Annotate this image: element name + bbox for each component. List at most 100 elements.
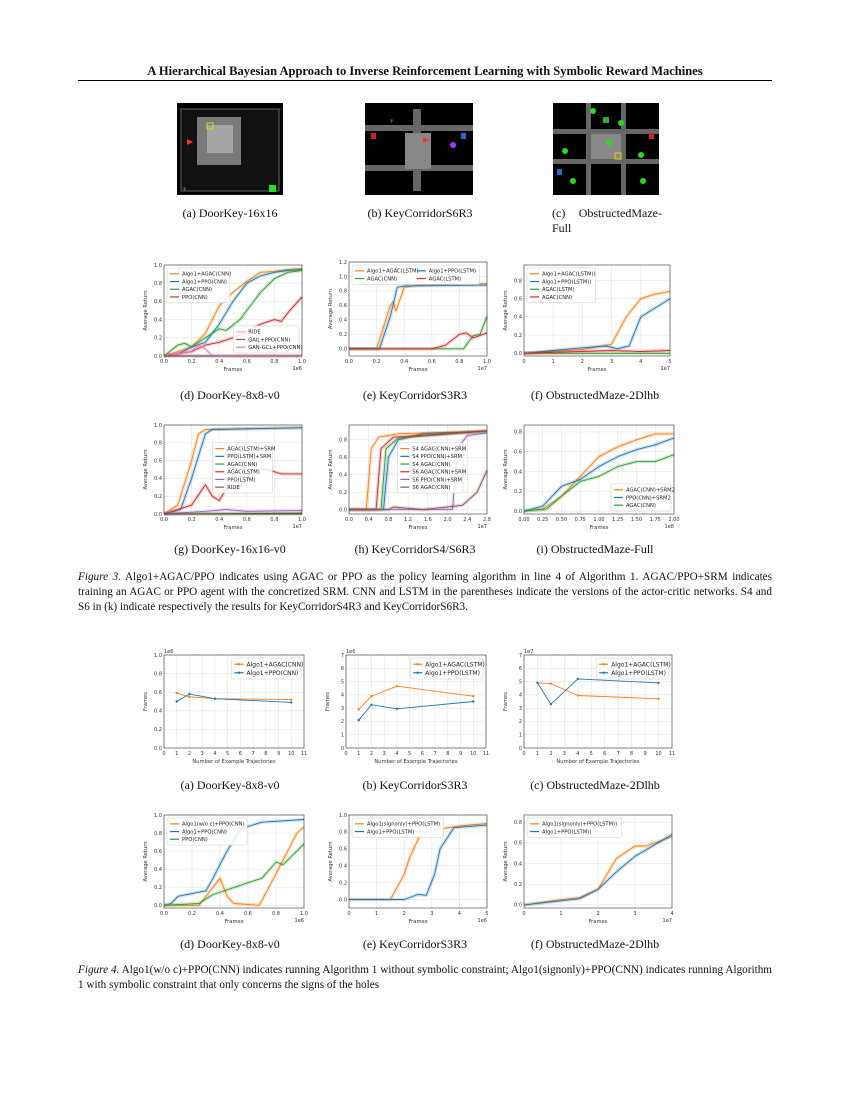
x-offset-label: 1e7 xyxy=(478,524,487,530)
x-tick-label: 1.00 xyxy=(593,517,604,523)
x-offset-label: 1e7 xyxy=(293,524,302,530)
x-tick-label: 5 xyxy=(668,359,671,365)
legend-entry: AGAC(CNN) xyxy=(542,295,572,301)
legend-entry: AGAC(LSTM) xyxy=(429,276,461,282)
y-tick-label: 0.8 xyxy=(339,830,347,836)
x-tick-label: 3 xyxy=(633,911,636,917)
x-tick-label: 4 xyxy=(395,751,398,757)
x-tick-label: 8 xyxy=(446,751,449,757)
y-tick-label: 0.4 xyxy=(339,473,347,479)
x-tick-label: 3 xyxy=(563,751,566,757)
y-tick-label: 0.8 xyxy=(339,438,347,444)
x-offset-label: 1e6 xyxy=(295,918,304,924)
y-tick-label: 0.0 xyxy=(154,512,162,518)
data-point xyxy=(290,701,293,704)
x-tick-label: 1.2 xyxy=(404,517,412,523)
x-tick-label: 0.6 xyxy=(244,911,252,917)
plot-frame xyxy=(523,424,675,515)
legend-entry: Algo1+AGAC(LSTM) xyxy=(367,269,419,275)
x-tick-label: 0.8 xyxy=(455,359,463,365)
x-tick-label: 1.50 xyxy=(631,517,642,523)
y-tick-label: 0.2 xyxy=(514,489,522,495)
figure-3-caption: Figure 3. Algo1+AGAC/PPO indicates using… xyxy=(78,570,772,615)
y-tick-label: 0.2 xyxy=(514,333,522,339)
data-point xyxy=(357,708,360,711)
y-axis-label: Average Return xyxy=(503,841,509,881)
y-tick-label: 4 xyxy=(341,693,344,699)
chart-svg: 0 1 2 3 4 5 0.0 0.2 0.4 0.6 0.8 Frames Average Retur… xyxy=(503,264,672,373)
x-tick-label: 0.0 xyxy=(160,911,168,917)
legend-entry: RIDE xyxy=(248,330,260,336)
chart-ablation-obstructedmaze: 0 1 2 3 4 0.0 0.2 0.4 0.6 0.8 Frames Average Return… xyxy=(500,806,680,928)
x-tick-label: 1.6 xyxy=(424,517,432,523)
x-tick-label: 3 xyxy=(201,751,204,757)
x-offset-label: 1e8 xyxy=(665,524,674,530)
x-offset-label: 1e7 xyxy=(663,918,672,924)
x-tick-label: 4 xyxy=(576,751,579,757)
y-tick-label: 2 xyxy=(519,719,522,725)
y-tick-label: 0.0 xyxy=(514,903,522,909)
y-tick-label: 4 xyxy=(519,693,522,699)
x-tick-label: 0.0 xyxy=(160,517,168,523)
legend-box xyxy=(232,325,300,354)
legend-box xyxy=(610,483,672,512)
plot-frame xyxy=(523,814,673,909)
legend-box xyxy=(166,817,248,846)
x-tick-label: 11 xyxy=(483,751,489,757)
legend-entry: AGAC(CNN) xyxy=(367,276,397,282)
legend-entry: Algo1+PPO(LSTM)) xyxy=(542,829,591,835)
series-line xyxy=(176,693,292,703)
y-tick-label: 0.4 xyxy=(339,318,347,324)
x-tick-label: 0.0 xyxy=(345,359,353,365)
chart-svg: 0 1 2 3 4 0.0 0.2 0.4 0.6 0.8 Frames Average Return… xyxy=(503,814,674,925)
x-tick-label: 0.6 xyxy=(243,359,251,365)
x-tick-label: 8 xyxy=(264,751,267,757)
x-tick-label: 0.2 xyxy=(188,517,196,523)
y-tick-label: 0.0 xyxy=(339,507,347,513)
legend-entry: PPO(CNN) xyxy=(182,295,208,301)
x-offset-label: 1e7 xyxy=(478,366,487,372)
plot-frame xyxy=(523,264,671,357)
chart-ablation-doorkey: 0.0 0.2 0.4 0.6 0.8 1.0 0.0 0.2 0.4 0.6 0.8 1.0 Fram… xyxy=(140,806,312,928)
y-tick-label: 0.2 xyxy=(154,336,162,342)
x-axis-label: Frames xyxy=(589,919,608,925)
x-tick-label: 0.4 xyxy=(216,911,224,917)
series-line xyxy=(349,823,488,900)
x-tick-label: 10 xyxy=(470,751,476,757)
x-tick-label: 0 xyxy=(522,911,525,917)
running-header: A Hierarchical Bayesian Approach to Inve… xyxy=(147,64,703,78)
x-tick-label: 0.00 xyxy=(518,517,529,523)
y-tick-label: 0.8 xyxy=(514,278,522,284)
y-tick-label: 0.8 xyxy=(514,820,522,826)
x-tick-label: 5 xyxy=(226,751,229,757)
chart-svg: 0 1 2 3 4 5 6 7 8 9 10 11 0 1 2 3 4 5 6 7 Number of Example … xyxy=(325,649,489,765)
plot-frame xyxy=(345,654,487,749)
x-tick-label: 6 xyxy=(239,751,242,757)
y-tick-label: 6 xyxy=(341,666,344,672)
y-tick-label: 0.8 xyxy=(154,671,162,677)
data-point xyxy=(175,691,178,695)
data-point xyxy=(188,692,191,696)
x-tick-label: 1.75 xyxy=(650,517,661,523)
x-tick-label: 3 xyxy=(430,911,433,917)
y-tick-label: 1.0 xyxy=(154,653,162,659)
x-axis-label: Frames xyxy=(224,525,243,531)
data-point xyxy=(576,694,580,697)
chart-caption-4a: (a) DoorKey-8x8-v0 xyxy=(180,778,280,792)
x-tick-label: 2 xyxy=(188,751,191,757)
chart-keycorridor-s4-s6: 0.0 0.4 0.8 1.2 1.6 2.0 2.4 2.8 0.0 0.2 0.4 0.6 0.8 F… xyxy=(325,416,495,534)
x-tick-label: 7 xyxy=(433,751,436,757)
legend-entry: PPO(CNN) xyxy=(182,837,208,843)
x-tick-label: 0 xyxy=(347,911,350,917)
plot-frame xyxy=(163,264,303,357)
legend-entry: Algo1+PPO(LSTM) xyxy=(367,829,414,835)
chart-svg: 0.00 0.25 0.50 0.75 1.00 1.25 1.50 1.75 2.00 0.0 0… xyxy=(503,424,680,531)
x-tick-label: 0.2 xyxy=(188,911,196,917)
y-offset-label: 1e7 xyxy=(524,649,533,655)
series-line xyxy=(358,701,474,721)
series-line xyxy=(176,692,292,701)
y-tick-label: 7 xyxy=(519,653,522,659)
data-point xyxy=(395,685,399,688)
legend-marker xyxy=(416,663,419,666)
